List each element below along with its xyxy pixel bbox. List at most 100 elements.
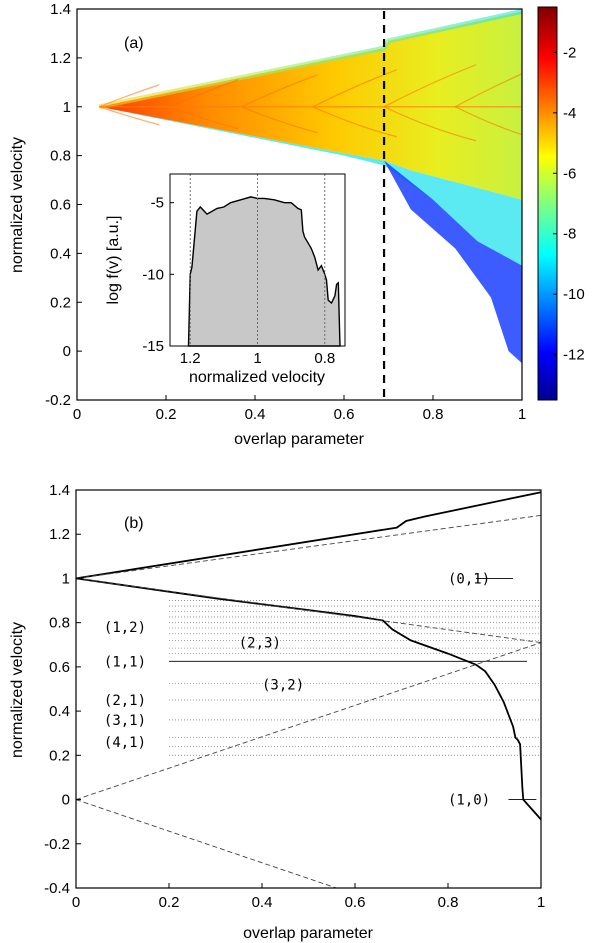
- resonance-label: (3,1): [104, 713, 146, 729]
- y-tick-label: 0: [63, 343, 71, 360]
- inset-y-tick-label: -15: [142, 338, 164, 355]
- resonance-label: (1,0): [448, 793, 490, 809]
- y-tick-label: 0.2: [49, 747, 70, 764]
- y-tick-label: -0.4: [44, 880, 70, 897]
- panel-label-a: (a): [124, 35, 144, 52]
- y-tick-label: 0.8: [49, 615, 70, 632]
- axis-ticks-b: 0 0.2 0.4 0.6 0.8 1 -0.4 -0.2 0 0.2 0.4 0.6 0.8 1 1.2 1…: [44, 482, 545, 911]
- heatmap-wedge: [99, 11, 522, 200]
- inset-y-tick-label: -10: [142, 266, 164, 283]
- y-tick-label: 1.2: [50, 50, 71, 67]
- bifurcation-branches: [99, 64, 522, 142]
- y-tick-label: -0.2: [45, 392, 71, 409]
- panel-label-b: (b): [124, 515, 144, 532]
- y-tick-label: 0.8: [50, 148, 71, 165]
- inset-ticks: 1.2 1 0.8 -5 -10 -15: [142, 195, 335, 367]
- y-tick-label: 0.4: [49, 703, 70, 720]
- x-tick-label: 0: [72, 894, 80, 911]
- branch-curve: [454, 73, 522, 108]
- inset-x-tick-label: 1.2: [180, 350, 201, 367]
- colorbar: [537, 6, 558, 401]
- reference-line: [75, 799, 337, 889]
- resonance-label: (1,1): [104, 654, 146, 670]
- x-tick-label: 0: [73, 406, 81, 423]
- colorbar-tick-label: -4: [563, 105, 576, 122]
- branch-curve: [383, 64, 477, 108]
- y-tick-label: 0.6: [50, 197, 71, 214]
- x-tick-label: 0.4: [245, 406, 266, 423]
- x-tick-label: 0.6: [334, 406, 355, 423]
- y-tick-label: 0.6: [49, 659, 70, 676]
- x-tick-label: 0.4: [252, 894, 273, 911]
- y-tick-label: 1: [62, 570, 70, 587]
- colorbar-tick-label: -6: [563, 165, 576, 182]
- resonance-label: (2,3): [239, 636, 281, 652]
- x-axis-label-a: overlap parameter: [234, 431, 365, 448]
- y-axis-label-a: normalized velocity: [9, 137, 26, 273]
- reference-line: [75, 514, 542, 579]
- x-tick-label: 1: [537, 894, 545, 911]
- inset-y-label: log f(v) [a.u.]: [105, 216, 122, 305]
- x-tick-label: 0.8: [423, 406, 444, 423]
- y-tick-label: 1.4: [50, 1, 71, 18]
- panel-a: 0 0.2 0.4 0.6 0.8 1-0.200.20.40.60.811.21.4 (…: [9, 1, 585, 448]
- y-tick-label: 1: [63, 99, 71, 116]
- resonance-annotations: (0,1) (1,2) (2,3) (1,1) (3,2) (2,1) (3,1) (4,1)…: [104, 571, 490, 808]
- branch-curve: [170, 106, 239, 130]
- heatmap-cyan-band: [99, 106, 522, 266]
- branch-curve: [312, 69, 398, 108]
- heatmap-blue-spray: [384, 160, 522, 364]
- resonance-label: (1,2): [104, 620, 146, 636]
- branch-curve: [99, 84, 160, 108]
- inset-x-tick-label: 1: [253, 350, 261, 367]
- inset-x-tick-label: 0.8: [314, 350, 335, 367]
- y-tick-label: 1.4: [49, 482, 70, 499]
- inset-area: [187, 196, 341, 347]
- colorbar-tick-label: -10: [563, 286, 585, 303]
- colorbar-ticks: -2 -4 -6 -8 -10 -12: [553, 44, 585, 364]
- y-tick-label: -0.2: [44, 836, 70, 853]
- series-line: [75, 577, 542, 821]
- y-tick-label: 1.2: [49, 526, 70, 543]
- x-tick-label: 1: [518, 406, 526, 423]
- y-axis-label-b: normalized velocity: [9, 622, 26, 758]
- colorbar-tick-label: -2: [563, 44, 576, 61]
- inset-frame: [169, 173, 346, 347]
- series-lines: [75, 491, 542, 889]
- inset-vertical-lines: [189, 174, 326, 346]
- reference-line: [75, 642, 542, 801]
- branch-curve: [170, 79, 239, 108]
- branch-curve: [312, 106, 398, 138]
- inset-histogram: 1.2 1 0.8 -5 -10 -15 normalized velocity log …: [105, 173, 346, 386]
- colorbar-tick-label: -8: [563, 226, 576, 243]
- axis-ticks-a: 0 0.2 0.4 0.6 0.8 1-0.200.20.40.60.811.21.4: [45, 1, 526, 423]
- branch-curve: [241, 74, 318, 108]
- x-axis-label-b: overlap parameter: [243, 925, 374, 942]
- y-tick-label: 0.2: [50, 294, 71, 311]
- branch-curve: [241, 106, 318, 134]
- branch-curve: [454, 106, 522, 136]
- x-tick-label: 0.2: [159, 894, 180, 911]
- inset-x-label: normalized velocity: [189, 369, 325, 386]
- inset-y-tick-label: -5: [151, 195, 164, 212]
- heatmap-edge-glow: [98, 9, 522, 110]
- series-line: [75, 491, 542, 580]
- heatmap-region: [98, 9, 522, 364]
- reference-line: [75, 577, 542, 644]
- x-tick-label: 0.6: [345, 894, 366, 911]
- branch-curve: [383, 106, 477, 142]
- resonance-label: (0,1): [448, 571, 490, 587]
- y-tick-label: 0.4: [50, 245, 71, 262]
- x-tick-label: 0.8: [438, 894, 459, 911]
- colorbar-tick-label: -12: [563, 347, 585, 364]
- panel-b: 0 0.2 0.4 0.6 0.8 1 -0.4 -0.2 0 0.2 0.4 0.6 0.8 1 1.2 1…: [9, 482, 545, 942]
- axes-frame-b: [75, 489, 542, 889]
- x-tick-label: 0.2: [156, 406, 177, 423]
- resonance-label: (4,1): [104, 735, 146, 751]
- branch-curve: [99, 106, 160, 126]
- y-tick-label: 0: [62, 792, 70, 809]
- resonance-label: (3,2): [262, 678, 304, 694]
- dotted-resonance-lines: [169, 600, 541, 756]
- resonance-label: (2,1): [104, 693, 146, 709]
